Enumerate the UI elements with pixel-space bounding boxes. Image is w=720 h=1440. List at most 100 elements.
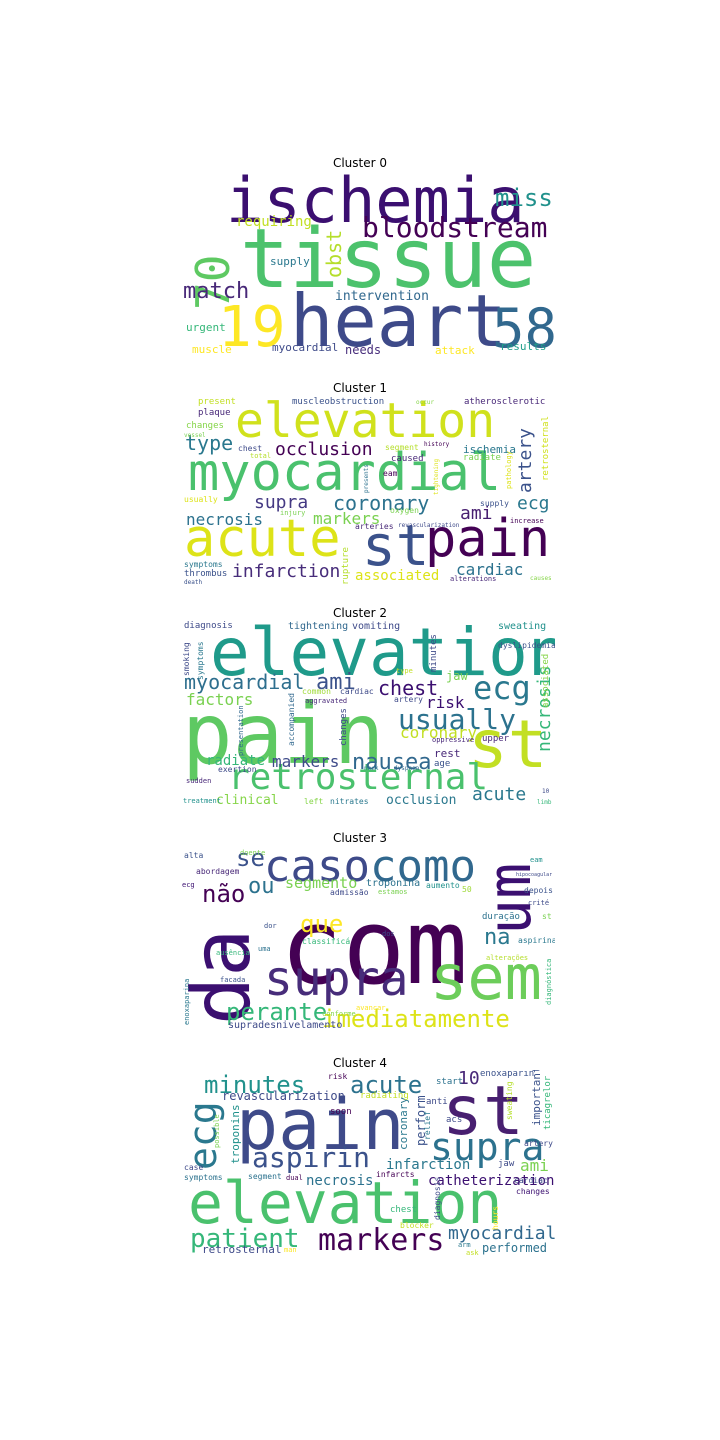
cloud-word: needs — [345, 343, 382, 357]
cloud-word: caso — [264, 845, 370, 892]
cloud-word: st — [542, 912, 552, 921]
cloud-word: troponins — [229, 1104, 242, 1164]
cloud-word: patient — [190, 1224, 300, 1254]
cloud-word: tightening — [288, 621, 349, 632]
word-cloud: pain st elevation ecg supra markers aspi… — [180, 1070, 555, 1265]
cloud-word: retrosternal — [541, 415, 551, 481]
cloud-word: myocardial — [188, 443, 502, 503]
cloud-word: necrosis — [306, 1173, 374, 1189]
cloud-word: abordagem — [196, 867, 240, 876]
cloud-word: caused — [391, 454, 424, 464]
cloud-word: doente — [240, 849, 266, 857]
cloud-word: elevation — [210, 620, 555, 691]
cluster-panel-3: Cluster 3 com da caso como um supra sem … — [0, 825, 720, 1040]
cloud-word: relief — [423, 1111, 432, 1140]
cloud-word: start — [436, 1077, 464, 1087]
cloud-word: hours — [491, 1205, 500, 1230]
cloud-word: artery — [394, 695, 423, 704]
cloud-word: sweating — [498, 621, 547, 632]
cloud-word: clinical — [216, 793, 279, 808]
cloud-word: rupture — [341, 547, 351, 585]
cloud-word: imediatamente — [322, 1005, 510, 1033]
cloud-word: perante — [226, 998, 328, 1026]
cloud-word: muscleobstruction — [292, 397, 385, 407]
cloud-word: com — [280, 886, 468, 1008]
cloud-word: coronary — [400, 723, 478, 742]
cloud-word: blocker — [400, 1221, 434, 1230]
cloud-word: segment — [385, 443, 419, 452]
cloud-word: infarction — [232, 561, 341, 582]
cloud-word: segment — [248, 1172, 282, 1181]
cloud-word: segmento — [285, 874, 358, 892]
cloud-word: alta — [184, 851, 204, 860]
cloud-word: ami — [460, 503, 493, 524]
cloud-word: exertion — [218, 765, 257, 774]
cloud-word: supra — [430, 1125, 545, 1169]
cluster-panel-0: Cluster 0 ischemia tissue heart 70 19 58… — [0, 150, 720, 365]
cloud-word: supply — [480, 499, 509, 508]
cloud-word: 10 — [542, 788, 550, 795]
cloud-word: supply — [270, 255, 310, 268]
cloud-word: accompanied — [287, 693, 296, 746]
cloud-word: enoxaparina — [183, 978, 191, 1025]
cloud-word: avançar — [356, 1004, 386, 1012]
cloud-word: cardiac — [514, 1176, 548, 1185]
cloud-word: upper — [482, 734, 510, 744]
cloud-word: myocardial — [272, 341, 339, 354]
cloud-word: case — [184, 1163, 204, 1172]
cloud-word: radiate — [463, 453, 501, 463]
cloud-word: sudden — [186, 777, 212, 785]
cloud-word: changes — [339, 708, 349, 746]
cloud-word: artery — [515, 427, 536, 493]
cloud-word: symptoms — [196, 641, 205, 680]
cloud-word: infarcts — [376, 1170, 415, 1179]
cloud-word: crité — [528, 899, 550, 907]
cloud-word: duração — [482, 912, 520, 922]
cloud-word: minutes — [204, 1071, 306, 1099]
cloud-word: chest — [390, 1205, 418, 1215]
cloud-word: dor — [264, 922, 277, 930]
cloud-word: results — [500, 340, 547, 353]
cloud-word: heart — [290, 279, 507, 363]
cloud-word: depois — [524, 886, 553, 895]
cloud-word: obst — [322, 229, 346, 278]
cloud-word: eam — [383, 469, 398, 478]
cloud-word: usually — [398, 703, 517, 736]
cloud-word: risk — [426, 693, 465, 712]
cloud-word: pain — [182, 685, 385, 783]
cloud-word: diagnosis — [433, 1176, 442, 1220]
word-cloud: elevation myocardial acute st pain occlu… — [180, 395, 555, 590]
cloud-word: arteries — [355, 522, 394, 531]
cloud-word: bloodstream — [362, 211, 548, 244]
cloud-word: usually — [184, 495, 218, 504]
cloud-word: possible — [213, 1114, 221, 1148]
cloud-word: changes — [516, 1187, 550, 1196]
cloud-word: radiating — [360, 1091, 409, 1101]
cloud-word: 58 — [492, 297, 555, 360]
cluster-title: Cluster 1 — [332, 381, 388, 395]
cloud-word: supradesnivelamento — [228, 1020, 343, 1031]
word-cloud: com da caso como um supra sem perante im… — [180, 845, 555, 1040]
cloud-word: radiate — [206, 753, 266, 769]
cloud-word: risk — [328, 1072, 348, 1081]
cloud-word: aumento — [426, 881, 460, 890]
cloud-word: artery — [524, 1139, 553, 1148]
cloud-word: acute — [350, 1071, 423, 1099]
cloud-word: occlusion — [386, 793, 457, 808]
cloud-word: necrosis — [186, 510, 264, 529]
cloud-word: chest — [238, 444, 263, 453]
cloud-word: vessel — [184, 432, 206, 439]
cloud-word: history — [424, 441, 450, 448]
cloud-word: ask — [466, 1249, 479, 1257]
cloud-word: limb — [537, 799, 552, 806]
cloud-word: miss — [495, 184, 553, 212]
cluster-panel-2: Cluster 2 elevation pain st retrosternal… — [0, 600, 720, 815]
cloud-word: revascularization — [398, 522, 460, 529]
cloud-word: uma — [258, 945, 271, 953]
cloud-word: smoking — [182, 642, 191, 676]
cloud-word: troponina — [366, 878, 421, 889]
cloud-word: ecg — [182, 881, 195, 889]
cloud-word: man — [284, 1246, 297, 1254]
cloud-word: injury — [280, 509, 306, 517]
cloud-word: associated — [355, 568, 440, 584]
